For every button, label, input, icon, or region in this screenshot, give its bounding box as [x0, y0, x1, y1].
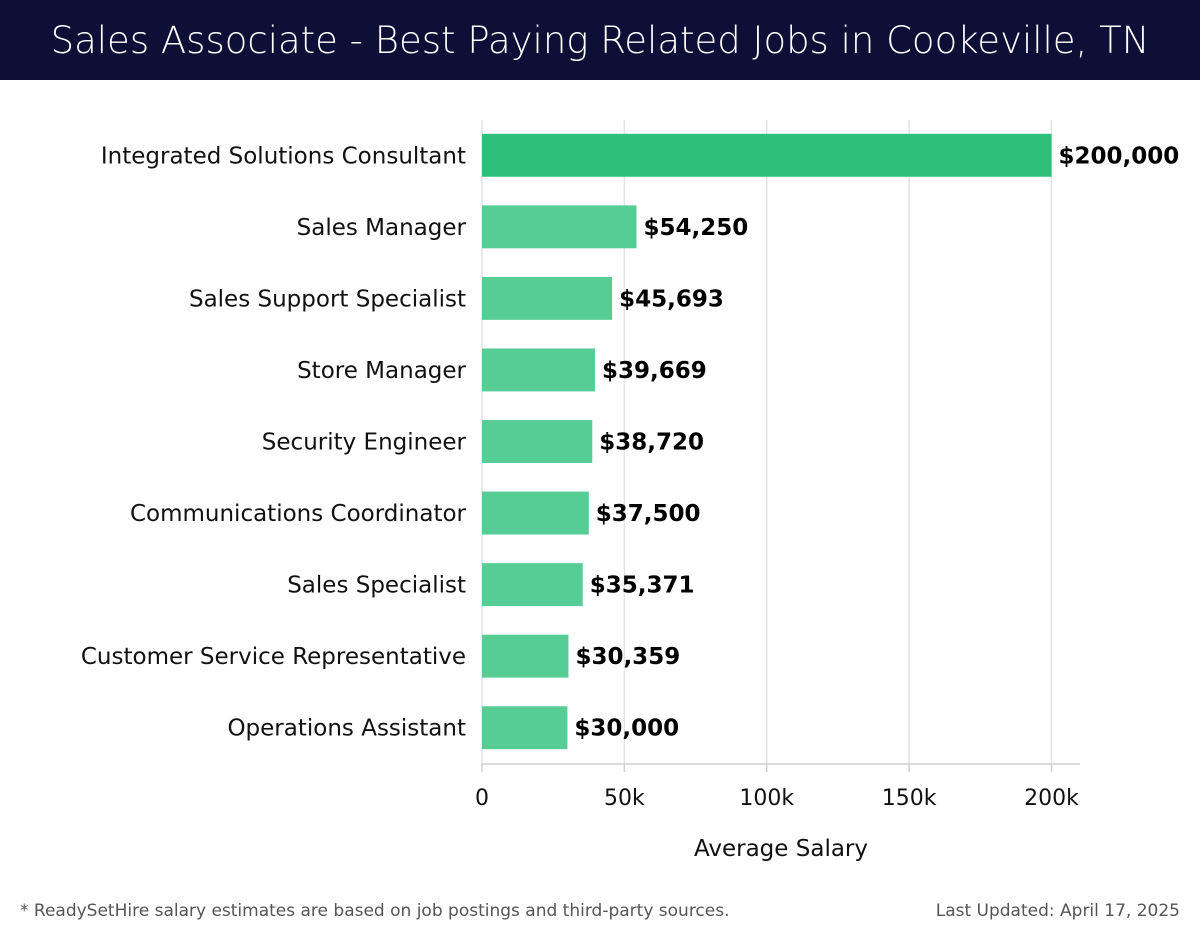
category-label: Communications Coordinator: [130, 501, 467, 527]
bar: [482, 276, 613, 320]
value-labels: $200,000 $54,250 $45,693 $39,669 $38,720 $37,…: [574, 143, 1179, 741]
value-label: $37,500: [596, 501, 701, 527]
category-label: Sales Specialist: [287, 573, 466, 599]
bar: [482, 348, 595, 392]
bar: [482, 420, 593, 463]
value-label: $38,720: [599, 430, 704, 456]
bar: [482, 563, 583, 607]
x-tick-label: 50k: [604, 786, 645, 811]
category-label: Customer Service Representative: [81, 644, 466, 670]
bar: [482, 634, 569, 678]
bars: [482, 133, 1052, 750]
bar: [482, 491, 589, 535]
bar: [482, 133, 1052, 177]
category-label: Operations Assistant: [227, 716, 466, 742]
value-label: $35,371: [590, 573, 695, 599]
x-tick-label: 100k: [739, 786, 794, 811]
value-label: $39,669: [602, 358, 707, 384]
value-label: $30,359: [575, 644, 680, 670]
category-label: Store Manager: [297, 358, 466, 384]
x-axis-title: Average Salary: [694, 836, 868, 862]
x-axis-ticks: 0 50k 100k 150k 200k: [475, 764, 1079, 811]
x-tick-label: 200k: [1024, 786, 1079, 811]
x-tick-label: 150k: [882, 786, 937, 811]
bar-chart: Integrated Solutions Consultant Sales Man…: [81, 120, 1179, 862]
bar: [482, 205, 637, 249]
category-label: Sales Support Specialist: [189, 286, 466, 312]
category-label: Security Engineer: [262, 430, 467, 456]
value-label: $30,000: [574, 716, 679, 742]
category-label: Integrated Solutions Consultant: [101, 143, 466, 169]
last-updated: Last Updated: April 17, 2025: [935, 901, 1180, 921]
x-tick-label: 0: [475, 786, 489, 811]
bar: [482, 706, 568, 750]
value-label: $45,693: [619, 286, 724, 312]
footer-note: * ReadySetHire salary estimates are base…: [20, 901, 730, 921]
category-labels: Integrated Solutions Consultant Sales Man…: [81, 143, 467, 741]
category-label: Sales Manager: [297, 215, 467, 241]
page-title: Sales Associate - Best Paying Related Jo…: [0, 0, 1200, 80]
value-label: $54,250: [643, 215, 748, 241]
value-label: $200,000: [1059, 143, 1180, 169]
